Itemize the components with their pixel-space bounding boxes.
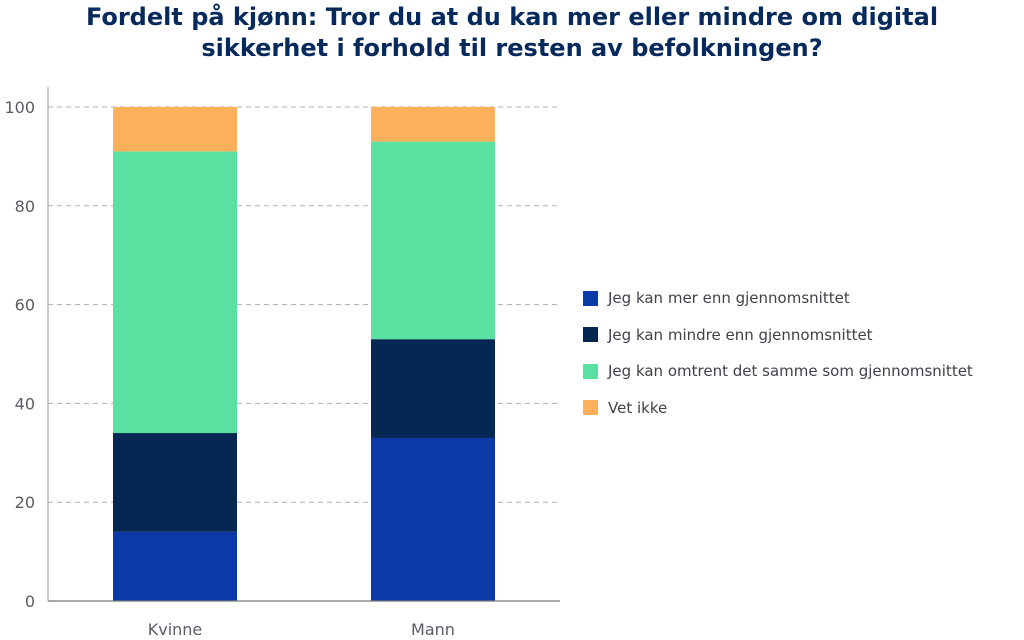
chart-title: Fordelt på kjønn: Tror du at du kan mer … bbox=[0, 2, 1024, 64]
bar-segment bbox=[113, 433, 237, 532]
legend-item: Vet ikke bbox=[583, 399, 973, 417]
bars bbox=[113, 107, 495, 601]
legend-swatch bbox=[583, 400, 598, 415]
legend-swatch bbox=[583, 363, 598, 379]
legend: Jeg kan mer enn gjennomsnittet Jeg kan mi… bbox=[583, 289, 973, 435]
legend-label: Jeg kan mindre enn gjennomsnittet bbox=[608, 325, 873, 344]
bar-segment bbox=[371, 141, 495, 340]
y-tick-label: 20 bbox=[15, 493, 35, 512]
legend-swatch bbox=[583, 290, 598, 306]
chart-title-line-1: Fordelt på kjønn: Tror du at du kan mer … bbox=[85, 3, 939, 31]
axes bbox=[47, 87, 560, 602]
bar-segment bbox=[371, 339, 495, 438]
bar-segment bbox=[371, 437, 495, 601]
legend-label: Jeg kan omtrent det samme som gjennomsni… bbox=[608, 362, 973, 380]
y-tick-label: 40 bbox=[15, 394, 35, 413]
chart-title-line-2: sikkerhet i forhold til resten av befolk… bbox=[201, 34, 823, 62]
x-tick-labels: Kvinne Mann bbox=[148, 620, 455, 639]
legend-label: Vet ikke bbox=[608, 398, 668, 417]
x-tick-label: Kvinne bbox=[148, 620, 203, 639]
x-tick-label: Mann bbox=[411, 620, 455, 639]
bar-segment bbox=[371, 107, 495, 142]
y-tick-label: 80 bbox=[15, 197, 35, 216]
bar-segment bbox=[113, 107, 237, 152]
y-tick-labels: 0 20 40 60 80 100 bbox=[4, 98, 35, 611]
bar-segment bbox=[113, 151, 237, 434]
bar-segment bbox=[113, 531, 237, 601]
legend-label: Jeg kan mer enn gjennomsnittet bbox=[608, 289, 850, 307]
legend-item: Jeg kan mindre enn gjennomsnittet bbox=[583, 326, 973, 344]
y-tick-label: 100 bbox=[4, 98, 35, 117]
legend-item: Jeg kan omtrent det samme som gjennomsni… bbox=[583, 362, 973, 380]
y-tick-label: 60 bbox=[15, 296, 35, 315]
y-tick-label: 0 bbox=[25, 592, 35, 611]
legend-swatch bbox=[583, 327, 598, 342]
legend-item: Jeg kan mer enn gjennomsnittet bbox=[583, 289, 973, 307]
